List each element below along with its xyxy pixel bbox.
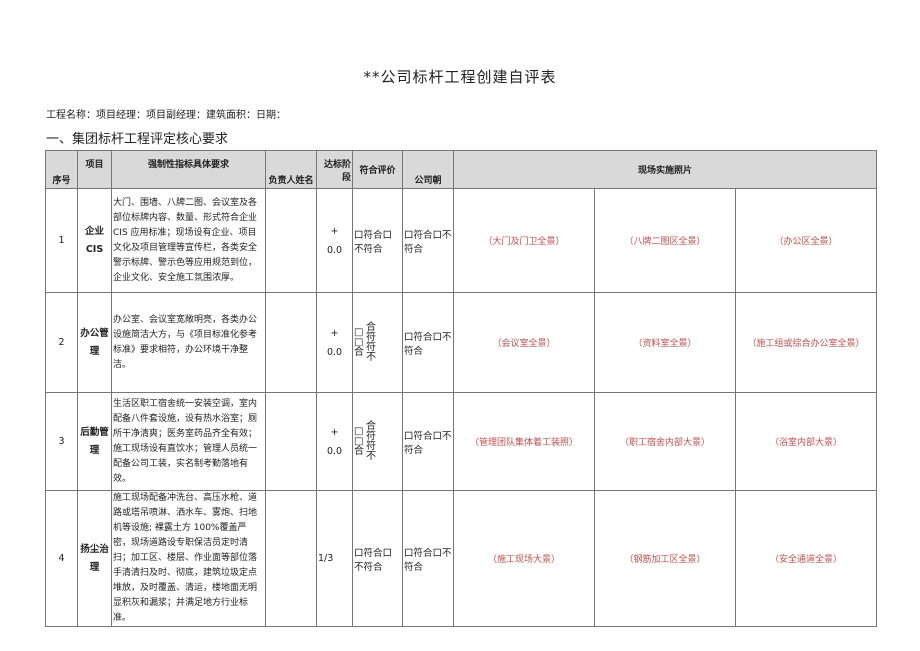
header-owner: 负责人姓名 <box>265 150 317 189</box>
photo-placeholder: （安全通道全景） <box>734 490 878 627</box>
photo-placeholder: （会议室全景） <box>453 292 595 393</box>
row-requirement: 大门、围墙、八牌二图、会议室及各部位标牌内容、数量、形式符合企业CIS 应用标准… <box>111 188 266 293</box>
header-eval: 符合评价 <box>352 150 403 189</box>
row-owner <box>265 292 317 393</box>
row-seq: 4 <box>45 490 78 627</box>
row-stage: 1/3 <box>316 490 353 627</box>
header-req: 强制性指标具体要求 <box>111 150 266 189</box>
row-seq: 1 <box>45 188 78 293</box>
eval-option-text: 合 符 符 不 <box>366 420 376 462</box>
row-owner <box>265 392 317 491</box>
row-company-checkbox[interactable]: 口符合口不符合 <box>402 392 454 491</box>
photo-placeholder: （钢筋加工区全景） <box>594 490 736 627</box>
photo-placeholder: （浴室内部大景） <box>734 392 878 491</box>
row-eval-checkbox[interactable]: □ □ 合合 符 符 不 <box>352 292 403 393</box>
row-item: 办公管理 <box>77 292 112 393</box>
photo-placeholder: （八牌二图区全景） <box>594 188 736 293</box>
row-company-checkbox[interactable]: 口符合口不符合 <box>402 188 454 293</box>
section-title: 一、集团标杆工程评定核心要求 <box>46 132 229 147</box>
photo-placeholder: （大门及门卫全景） <box>453 188 595 293</box>
evaluation-table: 序号 项目 强制性指标具体要求 负责人姓名 达标阶段 符合评价 公司朝 现场实施… <box>45 150 878 627</box>
row-owner <box>265 188 317 293</box>
table-row: 1 企业CIS 大门、围墙、八牌二图、会议室及各部位标牌内容、数量、形式符合企业CI… <box>45 188 878 293</box>
row-requirement: 生活区职工宿舍统一安装空调，室内配备八件套设施，设有热水浴室；厕所干净清爽；医务… <box>111 392 266 491</box>
photo-placeholder: （职工宿舍内部大景） <box>594 392 736 491</box>
table-row: 2 办公管理 办公室、会议室宽敞明亮，各类办公设施简洁大方，与《项目标准化参考标准》… <box>45 292 878 393</box>
row-eval-checkbox[interactable]: 口符合口不符合 <box>352 490 403 627</box>
eval-option-text: □ □ 合 <box>354 326 364 358</box>
header-item: 项目 <box>77 150 112 189</box>
row-item: 后勤管理 <box>77 392 112 491</box>
table-row: 4 扬尘治理 施工现场配备冲洗台、高压水枪、道路或塔吊喷淋、洒水车、雾炮、扫地机等设… <box>45 490 878 627</box>
eval-options: □ □ 合合 符 符 不 <box>354 420 376 462</box>
eval-options: □ □ 合合 符 符 不 <box>354 321 376 363</box>
header-company: 公司朝 <box>402 150 454 189</box>
row-seq: 3 <box>45 392 78 491</box>
photo-placeholder: （资料室全景） <box>594 292 736 393</box>
row-seq: 2 <box>45 292 78 393</box>
row-owner <box>265 490 317 627</box>
project-info-line: 工程名称：项目经理：项目副经理：建筑面积：日期： <box>46 110 286 121</box>
photo-placeholder: （办公区全景） <box>734 188 878 293</box>
row-eval-checkbox[interactable]: □ □ 合合 符 符 不 <box>352 392 403 491</box>
row-stage: + 0.0 <box>316 292 353 393</box>
row-stage: + 0.0 <box>316 392 353 491</box>
eval-option-text: □ □ 合 <box>354 425 364 457</box>
header-seq: 序号 <box>45 150 78 189</box>
row-item: 企业CIS <box>77 188 112 293</box>
header-stage: 达标阶段 <box>316 150 353 189</box>
table-row: 3 后勤管理 生活区职工宿舍统一安装空调，室内配备八件套设施，设有热水浴室；厕所干净… <box>45 392 878 491</box>
header-row: 序号 项目 强制性指标具体要求 负责人姓名 达标阶段 符合评价 公司朝 现场实施… <box>45 150 878 189</box>
row-eval-checkbox[interactable]: 口符合口不符合 <box>352 188 403 293</box>
header-photos: 现场实施照片 <box>452 150 878 189</box>
page-title: **公司标杆工程创建自评表 <box>363 68 557 86</box>
row-requirement: 施工现场配备冲洗台、高压水枪、道路或塔吊喷淋、洒水车、雾炮、扫地机等设施; 裸露… <box>111 490 266 627</box>
row-stage: + 0.0 <box>316 188 353 293</box>
row-requirement: 办公室、会议室宽敞明亮，各类办公设施简洁大方，与《项目标准化参考标准》要求相符，… <box>111 292 266 393</box>
row-item: 扬尘治理 <box>77 490 112 627</box>
photo-placeholder: （施工现场大景） <box>453 490 595 627</box>
row-company-checkbox[interactable]: 口符合口不符合 <box>402 292 454 393</box>
eval-option-text: 合 符 符 不 <box>366 321 376 363</box>
row-company-checkbox[interactable]: 口符合口不符合 <box>402 490 454 627</box>
photo-placeholder: （管理团队集体着工装照） <box>453 392 595 491</box>
photo-placeholder: （施工组或综合办公室全景） <box>734 292 878 393</box>
